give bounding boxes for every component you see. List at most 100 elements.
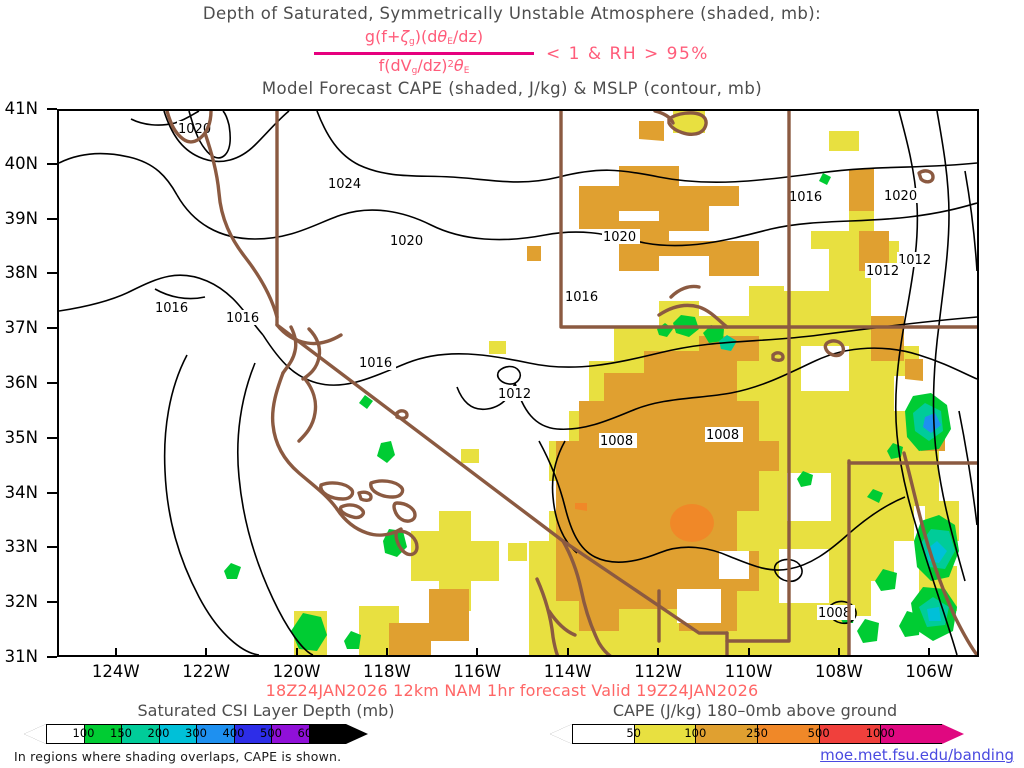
longitude-tick — [205, 648, 208, 657]
colorbar-tick-label: 300 — [185, 726, 207, 740]
colorbar-segment[interactable] — [158, 724, 196, 744]
forecast-valid-line: 18Z24JAN2026 12km NAM 1hr forecast Valid… — [265, 681, 759, 700]
formula-fraction: g(f+ζg)(dθE/dz) f(dVg/dz)2θE — [314, 28, 534, 80]
svg-text:1016: 1016 — [789, 190, 822, 205]
colorbar-tick-label: 600 — [297, 726, 320, 740]
svg-text:1020: 1020 — [390, 234, 423, 249]
latitude-tick — [47, 272, 57, 275]
formula-numerator: g(f+ζg)(dθE/dz) — [364, 27, 484, 47]
latitude-label: 40N — [4, 153, 38, 173]
colorbar-tick-label: 500 — [807, 726, 830, 740]
colorbar-segment[interactable] — [196, 724, 234, 744]
colorbar-tick-label: 100 — [684, 726, 707, 740]
latitude-tick — [47, 217, 57, 220]
latitude-label: 33N — [4, 537, 38, 557]
source-url-link[interactable]: moe.met.fsu.edu/banding — [820, 746, 1014, 764]
latitude-label: 34N — [4, 482, 38, 502]
colorbar-tick-label: 50 — [626, 726, 641, 740]
latitude-label: 36N — [4, 373, 38, 392]
csi-colorbar[interactable] — [24, 724, 368, 744]
colorbar-segment[interactable] — [308, 724, 346, 744]
longitude-label: 112W — [634, 662, 682, 681]
latitude-label: 32N — [4, 592, 38, 612]
svg-text:1008: 1008 — [818, 606, 851, 621]
svg-text:1012: 1012 — [866, 264, 899, 279]
colorbar-segment[interactable] — [818, 724, 881, 744]
colorbar-segment[interactable] — [572, 724, 634, 744]
colorbar-tick-label: 150 — [110, 726, 132, 740]
longitude-label: 122W — [182, 662, 231, 681]
longitude-tick — [295, 648, 298, 657]
cape-colorbar[interactable] — [550, 724, 964, 744]
svg-text:1012: 1012 — [898, 253, 931, 268]
longitude-label: 124W — [91, 662, 140, 681]
cape-shading-holes — [503, 196, 849, 623]
colorbar-right-arrow — [346, 724, 368, 744]
state-borders — [165, 111, 977, 655]
colorbar-segment[interactable] — [633, 724, 696, 744]
mslp-contour-labels: 1020 1024 1020 1020 1016 1016 1016 1016 … — [154, 121, 935, 621]
map-plot-area[interactable]: 1020 1024 1020 1020 1016 1016 1016 1016 … — [57, 109, 979, 657]
colorbar-segment[interactable] — [695, 724, 757, 744]
colorbar-segment[interactable] — [271, 724, 309, 744]
cape-shading-orange — [575, 503, 714, 542]
colorbar-tick-label: 250 — [746, 726, 768, 740]
latitude-tick — [47, 162, 57, 165]
latitude-label: 41N — [4, 99, 38, 118]
longitude-label: 106W — [905, 662, 954, 681]
header-title-line1: Depth of Saturated, Symmetrically Unstab… — [202, 4, 822, 23]
map-svg: 1020 1024 1020 1020 1016 1016 1016 1016 … — [59, 111, 977, 655]
colorbar-tick-label: 500 — [260, 726, 282, 740]
longitude-label: 108W — [814, 662, 863, 681]
svg-text:1016: 1016 — [155, 301, 188, 316]
latitude-label: 37N — [4, 318, 38, 338]
mslp-contours — [59, 111, 977, 655]
header: Depth of Saturated, Symmetrically Unstab… — [0, 0, 1024, 98]
latitude-tick — [47, 601, 57, 604]
latitude-tick — [47, 491, 57, 494]
longitude-tick — [476, 648, 479, 657]
svg-text:1016: 1016 — [565, 290, 598, 305]
colorbar-left-arrow — [550, 724, 572, 744]
latitude-label: 39N — [4, 208, 38, 228]
svg-text:1008: 1008 — [706, 428, 739, 443]
header-title-line3: Model Forecast CAPE (shaded, J/kg) & MSL… — [261, 79, 763, 98]
colorbar-segment[interactable] — [233, 724, 271, 744]
longitude-tick — [566, 648, 569, 657]
longitude-tick — [114, 648, 117, 657]
svg-text:1020: 1020 — [603, 230, 636, 245]
latitude-tick — [47, 327, 57, 330]
csi-colorbar-title: Saturated CSI Layer Depth (mb) — [137, 701, 395, 720]
formula-condition: < 1 & RH > 95% — [546, 44, 709, 64]
svg-text:1008: 1008 — [600, 434, 633, 449]
longitude-label: 116W — [453, 662, 502, 681]
svg-text:1020: 1020 — [884, 189, 917, 204]
latitude-tick — [47, 108, 57, 110]
svg-text:1016: 1016 — [226, 311, 259, 326]
latitude-tick — [47, 382, 57, 384]
colorbar-segment[interactable] — [46, 724, 84, 744]
latitude-tick — [47, 656, 57, 658]
colorbar-tick-label: 200 — [147, 726, 170, 740]
longitude-tick — [385, 648, 388, 657]
colorbar-segment[interactable] — [880, 724, 942, 744]
longitude-tick — [928, 648, 931, 657]
latitude-label: 38N — [4, 263, 38, 283]
cape-colorbar-title: CAPE (J/kg) 180–0mb above ground — [612, 701, 898, 720]
colorbar-tick-label: 1000 — [865, 726, 895, 740]
longitude-label: 110W — [724, 662, 773, 681]
colorbar-right-arrow — [942, 724, 964, 744]
longitude-tick — [837, 648, 840, 657]
colorbar-segment[interactable] — [83, 724, 121, 744]
colorbar-segment[interactable] — [757, 724, 819, 744]
svg-text:1016: 1016 — [359, 356, 392, 371]
instability-criterion-formula: g(f+ζg)(dθE/dz) f(dVg/dz)2θE < 1 & RH > … — [314, 28, 714, 78]
longitude-label: 118W — [363, 662, 411, 681]
longitude-tick — [657, 648, 660, 657]
colorbar-segment[interactable] — [121, 724, 159, 744]
latitude-tick — [47, 546, 57, 549]
svg-text:1024: 1024 — [328, 177, 361, 192]
colorbar-left-arrow — [24, 724, 46, 744]
latitude-tick — [47, 436, 57, 439]
latitude-label: 35N — [4, 427, 38, 447]
